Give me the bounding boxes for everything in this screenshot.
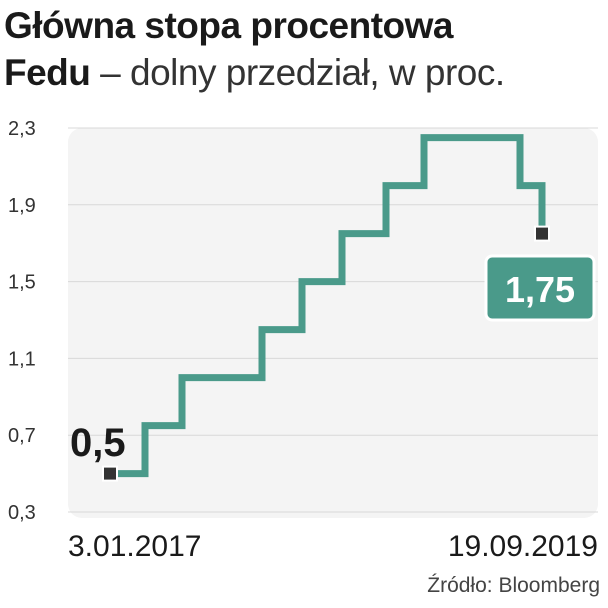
y-tick-label: 1,1 [8,348,36,370]
start-marker [102,465,118,482]
series-path [110,134,546,478]
title-bold: Fedu [4,52,91,93]
title-subtitle: – dolny przedział, w proc. [90,52,505,93]
plot-background [68,128,598,518]
end-marker [534,225,550,242]
start-value-label: 0,5 [70,421,126,465]
series-line [110,134,546,478]
markers [102,225,550,482]
y-tick-label: 1,9 [8,195,36,217]
y-tick-label: 0,7 [8,425,36,447]
title-line-1: Główna stopa procentowa [4,5,454,46]
y-tick-label: 0,3 [8,502,36,524]
end-value-label: 1,75 [505,269,575,310]
source-note: Źródło: Bloomberg [427,574,600,597]
x-label-start: 3.01.2017 [68,530,201,563]
y-tick-label: 1,5 [8,272,36,294]
y-tick-label: 2,3 [8,118,36,140]
x-label-end: 19.09.2019 [448,530,598,563]
title-line-2: Fedu – dolny przedział, w proc. [4,49,604,96]
chart-title: Główna stopa procentowa Fedu – dolny prz… [4,2,604,96]
end-value-badge: 1,75 [484,254,596,322]
y-axis: 2,3 1,9 1,5 1,1 0,7 0,3 [8,118,36,524]
